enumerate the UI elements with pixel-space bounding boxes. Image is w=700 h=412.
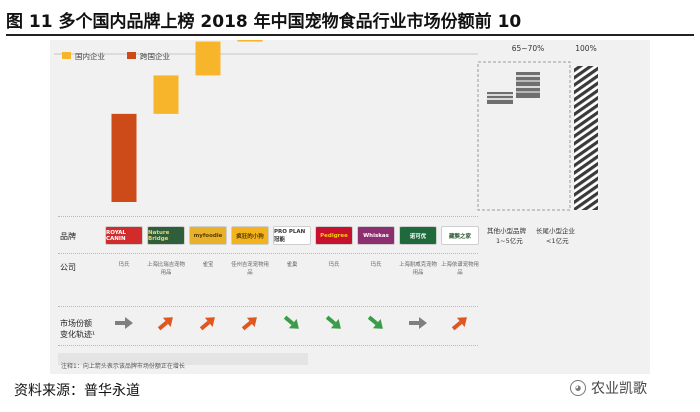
chart-panel: 国内企业 跨国企业 65~70% 100% 品牌 公司 市场份额 变化轨迹¹ R… bbox=[50, 40, 650, 374]
row-label-company: 公司 bbox=[60, 263, 76, 272]
note-box: 注释1：向上箭头表示该品牌市场份额正在增长 bbox=[58, 353, 308, 370]
others-dashed-box bbox=[477, 61, 571, 211]
longtail-range: <1亿元 bbox=[546, 237, 569, 245]
legend-domestic-label: 国内企业 bbox=[75, 51, 105, 61]
bar-1 bbox=[111, 113, 137, 202]
bar-small-brands bbox=[487, 92, 513, 104]
separator-1 bbox=[58, 216, 478, 217]
trend-arrow-up-icon bbox=[240, 315, 260, 331]
waterfall-chart: 国内企业 跨国企业 65~70% 100% bbox=[54, 40, 598, 211]
trend-arrow-down-icon bbox=[366, 315, 386, 331]
brand-logo-8: 诺可优 bbox=[399, 226, 437, 245]
row-label-brand: 品牌 bbox=[60, 232, 76, 241]
brand-logo-1: ROYAL CANIN bbox=[105, 226, 143, 245]
title-rule bbox=[6, 34, 694, 36]
company-name-1: 玛氏 bbox=[118, 262, 130, 268]
wechat-icon: ◕ bbox=[570, 380, 586, 396]
company-name-6: 玛氏 bbox=[328, 262, 340, 268]
brand-logo-5: PRO PLAN 冠能 bbox=[273, 226, 311, 245]
separator-4 bbox=[58, 345, 478, 346]
brand-logo-7: Whiskas bbox=[357, 226, 395, 245]
bar-4 bbox=[237, 40, 263, 42]
row-label-trend-2: 变化轨迹¹ bbox=[60, 330, 96, 339]
trend-arrow-up-icon bbox=[156, 315, 176, 331]
legend-foreign-label: 跨国企业 bbox=[140, 51, 170, 61]
company-name-2: 上海比瑞吉宠物用品 bbox=[147, 262, 185, 276]
company-name-9: 上海依谱宠物用品 bbox=[441, 262, 479, 276]
company-name-4: 佳州吉宠宠物用品 bbox=[231, 262, 269, 276]
trend-arrow-flat-icon bbox=[408, 315, 428, 331]
bar-longtail bbox=[574, 66, 598, 210]
company-name-5: 雀巢 bbox=[286, 262, 298, 268]
watermark-text: 农业凯歌 bbox=[591, 381, 647, 397]
small-brands-range: 1~5亿元 bbox=[496, 237, 523, 245]
trend-arrow-flat-icon bbox=[114, 315, 134, 331]
legend-domestic-swatch bbox=[62, 52, 71, 59]
trend-arrow-up-icon bbox=[198, 315, 218, 331]
legend-foreign-swatch bbox=[127, 52, 136, 59]
trend-arrow-up-icon bbox=[450, 315, 470, 331]
watermark: ◕ 农业凯歌 bbox=[570, 378, 647, 398]
share-range-label: 65~70% bbox=[512, 44, 545, 53]
figure-title: 图 11 多个国内品牌上榜 2018 年中国宠物食品行业市场份额前 10 bbox=[6, 12, 522, 32]
note-text: 注释1：向上箭头表示该品牌市场份额正在增长 bbox=[61, 363, 185, 370]
brand-logo-3: myfoodie bbox=[189, 226, 227, 245]
longtail-label: 长尾小型企业 bbox=[536, 227, 575, 235]
bar-2 bbox=[153, 75, 179, 114]
brand-logo-2: Nature Bridge bbox=[147, 226, 185, 245]
trend-arrow-down-icon bbox=[282, 315, 302, 331]
trend-arrow-down-icon bbox=[324, 315, 344, 331]
separator-3 bbox=[58, 306, 478, 307]
separator-2 bbox=[58, 253, 478, 254]
brand-logo-9: 藏獒之家 bbox=[441, 226, 479, 245]
company-name-7: 玛氏 bbox=[370, 262, 382, 268]
company-name-8: 上海耐威克宠物用品 bbox=[399, 262, 437, 276]
source-label: 资料来源：普华永道 bbox=[14, 383, 140, 399]
company-name-3: 雀宝 bbox=[202, 262, 214, 268]
total-label: 100% bbox=[575, 44, 596, 53]
bar-3 bbox=[195, 41, 221, 76]
brand-logo-4: 疯狂的小狗 bbox=[231, 226, 269, 245]
brand-logo-6: Pedigree bbox=[315, 226, 353, 245]
row-label-trend-1: 市场份额 bbox=[60, 319, 92, 328]
small-brands-label: 其他小型品牌 bbox=[487, 227, 526, 235]
